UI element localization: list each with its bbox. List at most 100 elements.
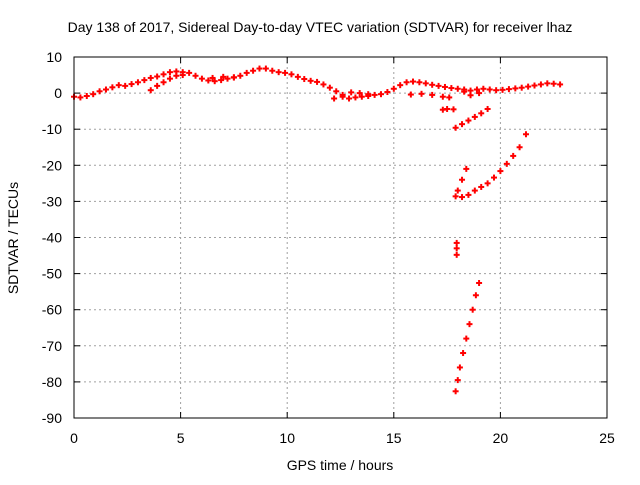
data-point: [467, 92, 474, 99]
data-point: [460, 350, 467, 357]
data-series: [71, 65, 564, 102]
data-point: [444, 105, 451, 112]
data-point: [505, 86, 512, 93]
data-point: [192, 72, 199, 79]
data-point: [484, 105, 491, 112]
data-point: [453, 245, 460, 252]
data-point: [463, 335, 470, 342]
data-point: [186, 69, 193, 76]
data-point: [147, 87, 154, 94]
data-point: [331, 95, 338, 102]
y-tick-label: -50: [42, 266, 62, 282]
data-point: [471, 113, 478, 120]
y-tick-label: -40: [42, 230, 62, 246]
data-point: [454, 187, 461, 194]
y-tick-label: -30: [42, 193, 62, 209]
data-point: [503, 160, 510, 167]
data-point: [450, 106, 457, 113]
data-point: [550, 80, 557, 87]
data-layer: [71, 65, 564, 395]
data-point: [491, 174, 498, 181]
data-point: [339, 93, 346, 100]
data-point: [83, 92, 90, 99]
data-point: [122, 82, 129, 89]
data-series: [147, 72, 483, 102]
data-point: [128, 81, 135, 88]
data-point: [459, 176, 466, 183]
data-point: [484, 180, 491, 187]
data-point: [416, 79, 423, 86]
data-point: [452, 193, 459, 200]
data-point: [499, 86, 506, 93]
data-point: [160, 71, 167, 78]
data-point: [160, 79, 167, 86]
y-tick-label: -90: [42, 410, 62, 426]
data-point: [390, 85, 397, 92]
data-point: [102, 86, 109, 93]
data-point: [454, 377, 461, 384]
data-point: [237, 72, 244, 79]
data-point: [96, 88, 103, 95]
data-point: [333, 88, 340, 95]
data-point: [465, 191, 472, 198]
data-point: [476, 279, 483, 286]
data-point: [250, 67, 257, 74]
data-point: [439, 93, 446, 100]
data-point: [173, 72, 180, 79]
data-point: [478, 110, 485, 117]
x-tick-label: 25: [599, 430, 615, 446]
data-point: [403, 79, 410, 86]
data-point: [497, 168, 504, 175]
data-point: [544, 80, 551, 87]
data-point: [518, 84, 525, 91]
data-point: [346, 95, 353, 102]
data-point: [348, 89, 355, 96]
data-point: [407, 91, 414, 98]
x-tick-label: 10: [279, 430, 295, 446]
y-tick-label: 0: [54, 85, 62, 101]
data-point: [179, 72, 186, 79]
data-point: [358, 93, 365, 100]
data-point: [459, 121, 466, 128]
data-point: [371, 91, 378, 98]
data-point: [269, 67, 276, 74]
data-point: [531, 82, 538, 89]
data-point: [209, 74, 216, 81]
y-tick-label: -80: [42, 374, 62, 390]
data-point: [418, 90, 425, 97]
data-series: [452, 279, 483, 395]
data-series: [453, 239, 460, 258]
data-point: [429, 91, 436, 98]
data-point: [307, 77, 314, 84]
data-point: [453, 239, 460, 246]
y-tick-label: -60: [42, 302, 62, 318]
data-point: [446, 94, 453, 101]
data-point: [230, 74, 237, 81]
data-point: [256, 65, 263, 72]
data-point: [478, 183, 485, 190]
data-point: [461, 88, 468, 95]
data-point: [516, 144, 523, 151]
data-point: [147, 74, 154, 81]
data-point: [166, 75, 173, 82]
data-point: [262, 65, 269, 72]
data-series: [439, 105, 491, 131]
data-point: [224, 75, 231, 82]
data-point: [294, 73, 301, 80]
data-point: [454, 85, 461, 92]
data-point: [301, 76, 308, 83]
data-point: [166, 69, 173, 76]
y-tick-label: 10: [46, 49, 62, 65]
data-point: [422, 80, 429, 87]
data-point: [326, 84, 333, 91]
data-point: [471, 187, 478, 194]
data-point: [409, 78, 416, 85]
x-tick-label: 5: [177, 430, 185, 446]
data-point: [522, 131, 529, 138]
data-point: [537, 81, 544, 88]
data-point: [154, 82, 161, 89]
data-point: [378, 91, 385, 98]
data-point: [557, 81, 564, 88]
chart-title: Day 138 of 2017, Sidereal Day-to-day VTE…: [68, 19, 573, 35]
